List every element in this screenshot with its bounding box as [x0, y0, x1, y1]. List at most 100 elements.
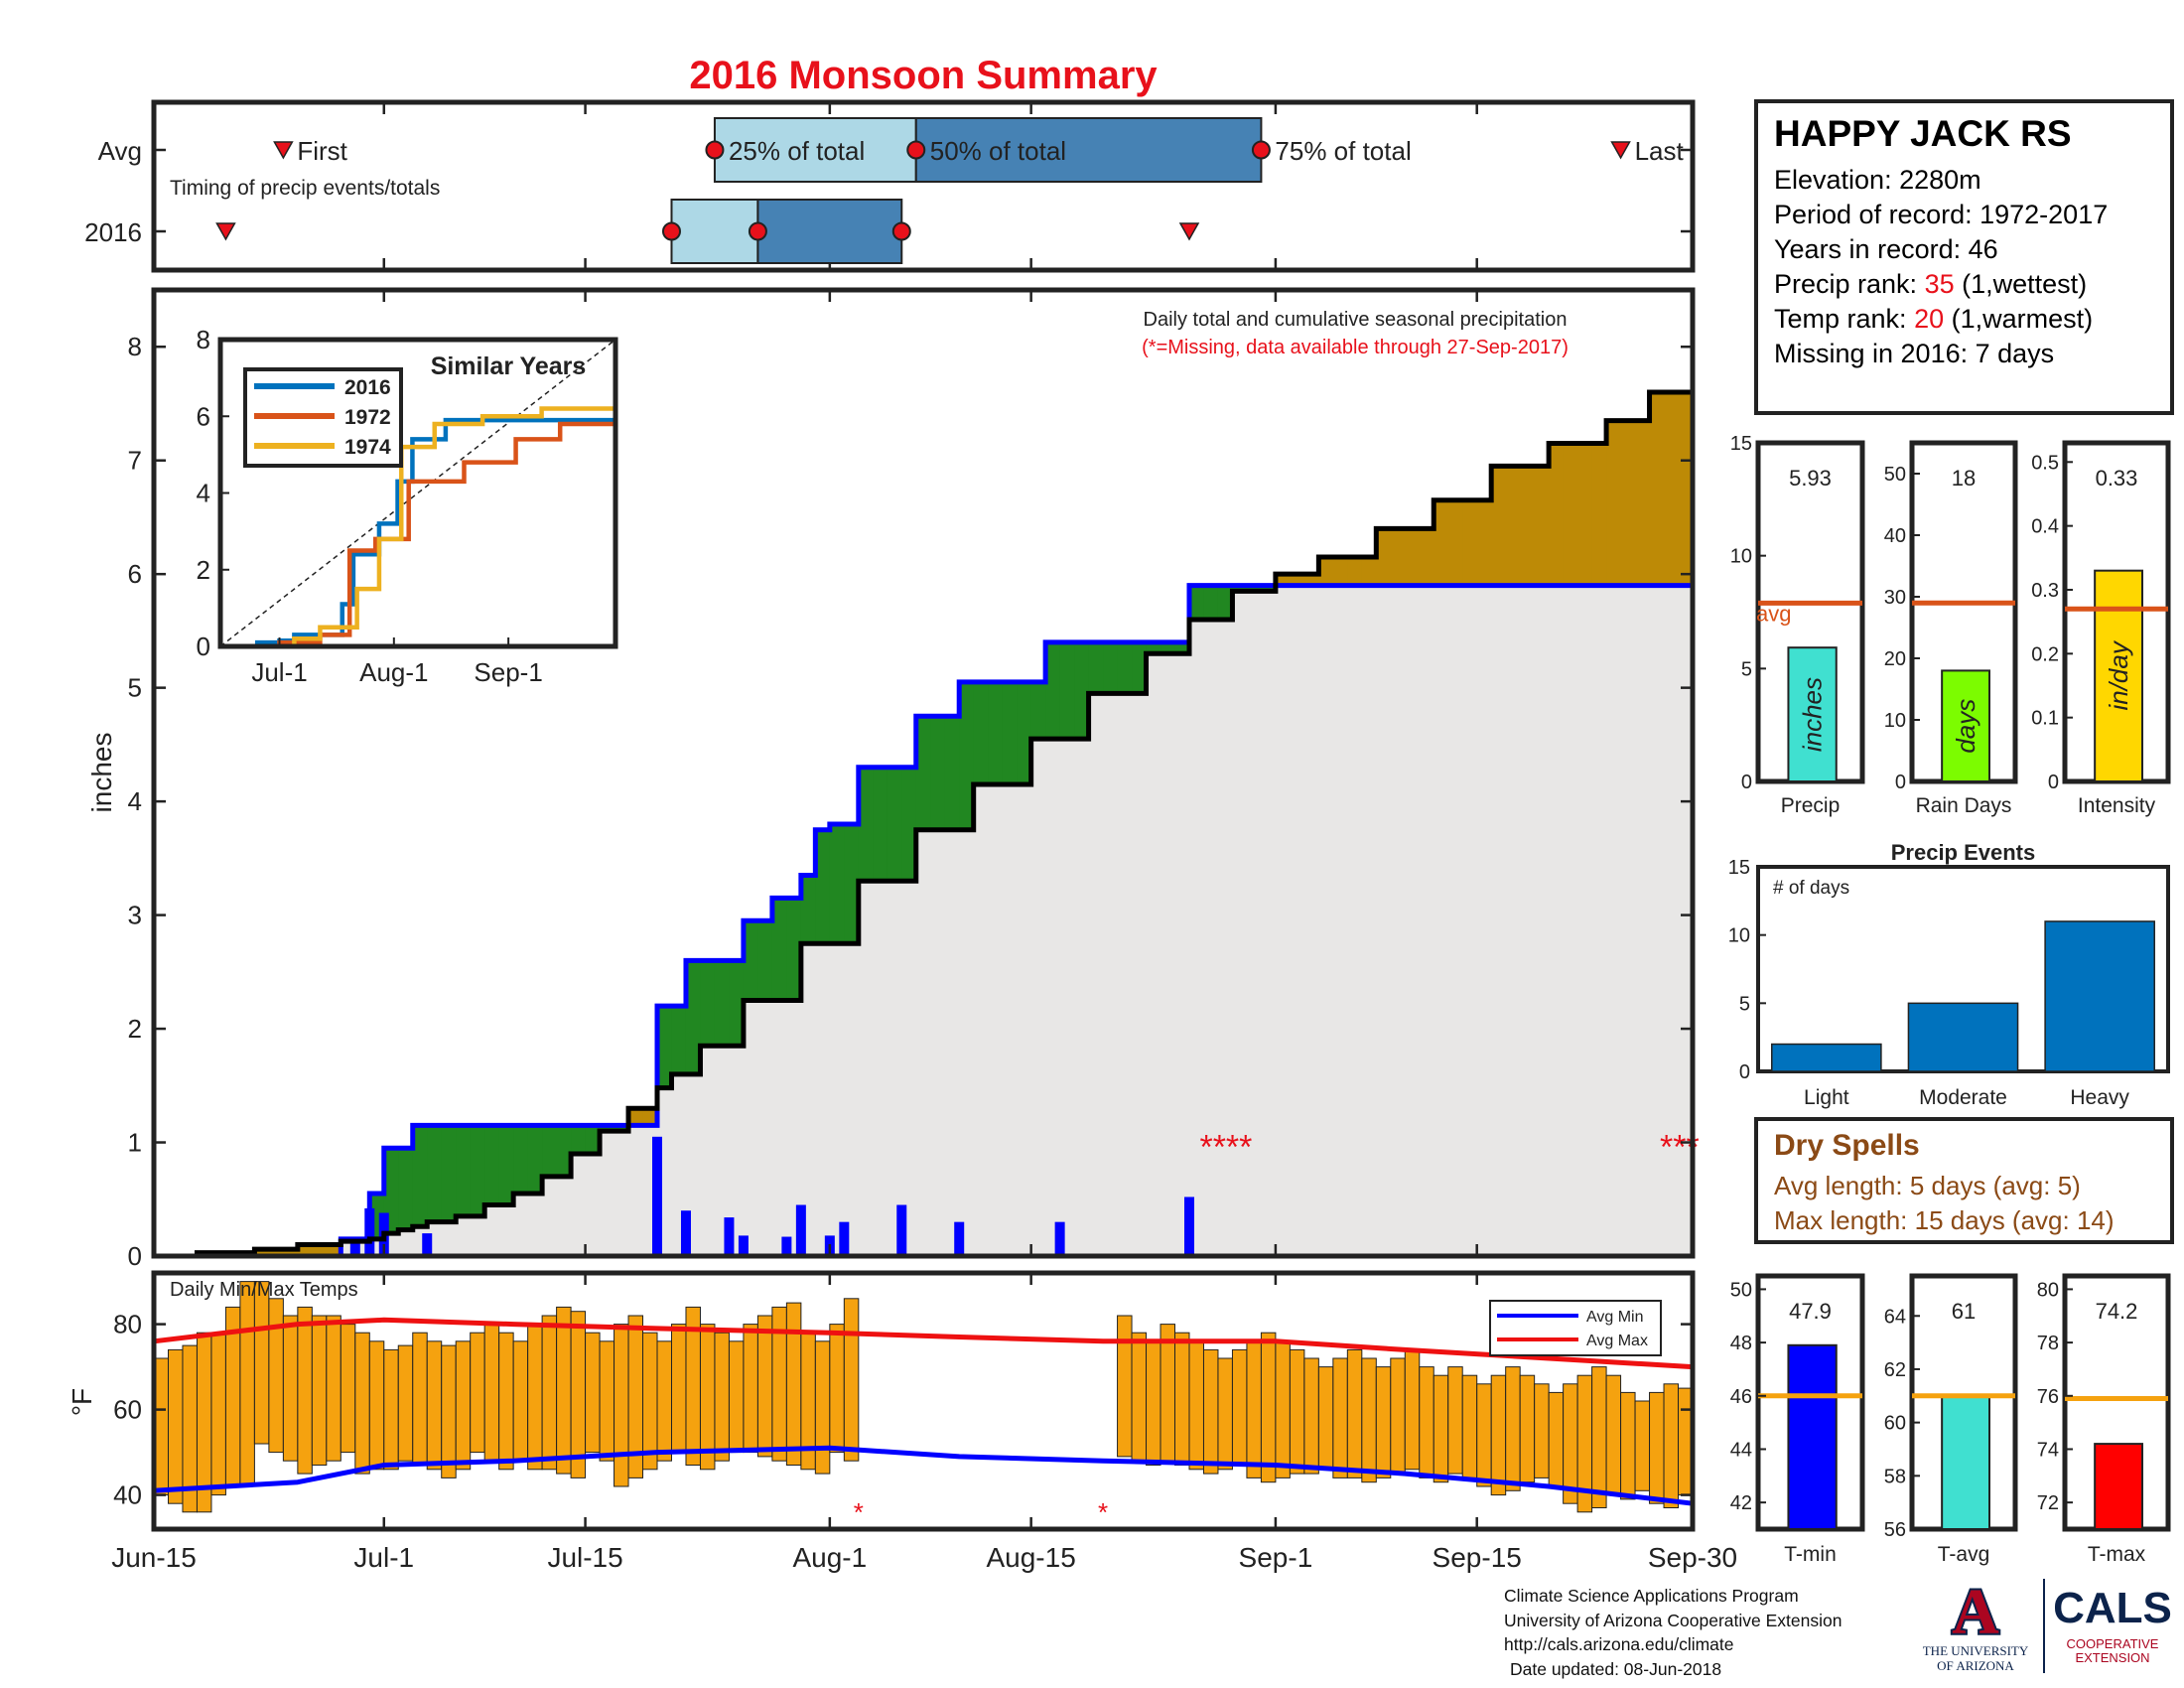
cumulative-below-average-fill — [973, 681, 989, 784]
cumulative-above-average-fill — [283, 1249, 299, 1256]
station-missing: Missing in 2016: 7 days — [1774, 339, 2055, 368]
precip-events-y-tick-label: 15 — [1728, 857, 1750, 879]
ua-logo-letter: A — [1952, 1576, 1999, 1648]
daily-temp-bar — [1663, 1383, 1680, 1509]
precip-events-y-tick-label: 10 — [1728, 925, 1750, 947]
cumulative-below-average-fill — [944, 716, 960, 830]
temp-stat-value-label: 74.2 — [2096, 1299, 2138, 1324]
temp-stat-bar — [1787, 1343, 1838, 1530]
daily-temp-bar — [354, 1332, 370, 1475]
inset-legend-label: 1972 — [344, 406, 391, 429]
daily-temp-bar — [441, 1344, 457, 1478]
temp-stat-y-tick-label: 44 — [1730, 1439, 1752, 1461]
daily-temp-bar — [1505, 1366, 1521, 1491]
date-axis-label: Jul-15 — [547, 1542, 622, 1573]
daily-temp-bar — [426, 1340, 443, 1471]
daily-temp-bar — [1275, 1340, 1291, 1478]
station-temp-rank: Temp rank: 20 (1,warmest) — [1774, 302, 2154, 337]
cumulative-below-average-fill — [700, 960, 716, 1047]
daily-temp-bar — [1117, 1315, 1133, 1458]
cumulative-above-average-fill — [1678, 392, 1694, 586]
daily-temp-bar — [556, 1306, 572, 1475]
average-cumulative-line — [154, 583, 1693, 1259]
season-stat-y-tick-label: 0.1 — [2031, 708, 2059, 730]
season-stat-category-label: Intensity — [2078, 794, 2156, 817]
cumulative-below-average-fill — [1174, 641, 1190, 654]
timing-label-25: 25% of total — [729, 136, 865, 166]
cumulative-below-average-fill — [714, 960, 731, 1047]
timing-percentile-dot — [705, 140, 725, 160]
daily-precip-bar — [1054, 1221, 1065, 1256]
timing-box-25-50 — [713, 117, 917, 183]
season-stat-y-tick-label: 20 — [1884, 648, 1906, 670]
cumulative-below-average-fill — [398, 1148, 414, 1230]
cumulative-below-average-fill — [1146, 641, 1161, 654]
precip-events-bar — [2044, 920, 2155, 1072]
temp-stat-y-tick-label: 60 — [1884, 1413, 1906, 1435]
daily-temp-bar — [829, 1324, 845, 1454]
daily-temp-bar — [756, 1315, 773, 1458]
y-tick-label: 5 — [128, 673, 142, 703]
daily-temp-bar — [1591, 1366, 1607, 1508]
daily-temp-bar — [656, 1340, 672, 1462]
cumulative-above-average-fill — [1462, 499, 1478, 586]
daily-temp-bar — [1289, 1348, 1305, 1475]
daily-precip-bar — [896, 1204, 907, 1256]
temp-stat-y-tick-label: 74 — [2037, 1439, 2059, 1461]
season-stat-value-label: 0.33 — [2096, 466, 2138, 491]
university-of-arizona-logo: A THE UNIVERSITY OF ARIZONA — [1923, 1574, 2029, 1673]
daily-temp-bar — [1160, 1324, 1176, 1462]
inset-y-tick-label: 6 — [197, 401, 210, 431]
avg-min-temp-line — [153, 1445, 1694, 1506]
season-stat-y-tick-label: 40 — [1884, 525, 1906, 547]
season-stat-y-tick-label: 0 — [2048, 772, 2059, 793]
timing-row-label: 2016 — [84, 217, 142, 247]
cals-logo-letters: CALS — [2055, 1584, 2172, 1632]
cumulative-above-average-fill — [268, 1249, 284, 1256]
season-stat-avg-label: avg — [1756, 601, 1791, 626]
precip-rank-prefix: Precip rank: — [1774, 269, 1925, 299]
credits-line-1: Climate Science Applications Program — [1504, 1586, 1799, 1606]
timing-box-50-75 — [756, 199, 903, 264]
season-stat-unit-label: days — [1951, 699, 1980, 754]
inset-reference-diagonal — [219, 339, 616, 647]
figure-title: 2016 Monsoon Summary — [689, 54, 1158, 97]
daily-temp-bar — [1390, 1357, 1406, 1475]
cumulative-above-average-fill — [1405, 528, 1421, 586]
logo-divider — [2043, 1579, 2045, 1673]
daily-temp-bar — [1303, 1357, 1319, 1475]
cumulative-below-average-fill — [1045, 641, 1061, 740]
daily-precip-bar — [839, 1221, 850, 1256]
temp-stat-bar — [2094, 1443, 2143, 1530]
inset-x-tick-label: Jul-1 — [251, 657, 307, 687]
daily-temp-bar — [843, 1298, 860, 1462]
station-elevation: Elevation: 2280m — [1774, 165, 1981, 195]
daily-temp-bar — [1146, 1340, 1161, 1467]
daily-temp-bar — [614, 1324, 629, 1487]
cumulative-below-average-fill — [600, 1125, 615, 1132]
timing-label-first: First — [297, 136, 347, 166]
cumulative-below-average-fill — [383, 1148, 399, 1234]
timing-event-triangle — [273, 141, 294, 160]
cumulative-below-average-fill — [484, 1125, 500, 1205]
daily-temp-bar — [397, 1344, 414, 1462]
temp-legend-label: Avg Max — [1586, 1333, 1648, 1349]
cumulative-below-average-fill — [671, 1006, 687, 1074]
cumulative-chart-title: Daily total and cumulative seasonal prec… — [1144, 309, 1568, 331]
temp-legend-label: Avg Min — [1586, 1309, 1644, 1326]
daily-temp-bar — [1620, 1391, 1636, 1500]
season-stat-y-tick-label: 0.5 — [2031, 452, 2059, 474]
cumulative-above-average-fill — [1491, 466, 1507, 586]
cumulative-above-average-fill — [1347, 557, 1363, 586]
cumulative-below-average-fill — [527, 1125, 543, 1195]
daily-temp-bar — [1217, 1357, 1233, 1471]
cumulative-below-average-fill — [441, 1125, 457, 1222]
daily-temp-bar — [412, 1332, 428, 1466]
daily-temp-bar — [1202, 1348, 1219, 1475]
daily-precip-bar — [781, 1236, 792, 1256]
cumulative-above-average-fill — [1447, 499, 1463, 586]
credits-line-3: http://cals.arizona.edu/climate — [1504, 1634, 1734, 1654]
daily-precip-bar — [738, 1235, 749, 1256]
season-stat-y-tick-label: 5 — [1741, 658, 1752, 680]
season-stat-y-tick-label: 15 — [1730, 433, 1752, 455]
